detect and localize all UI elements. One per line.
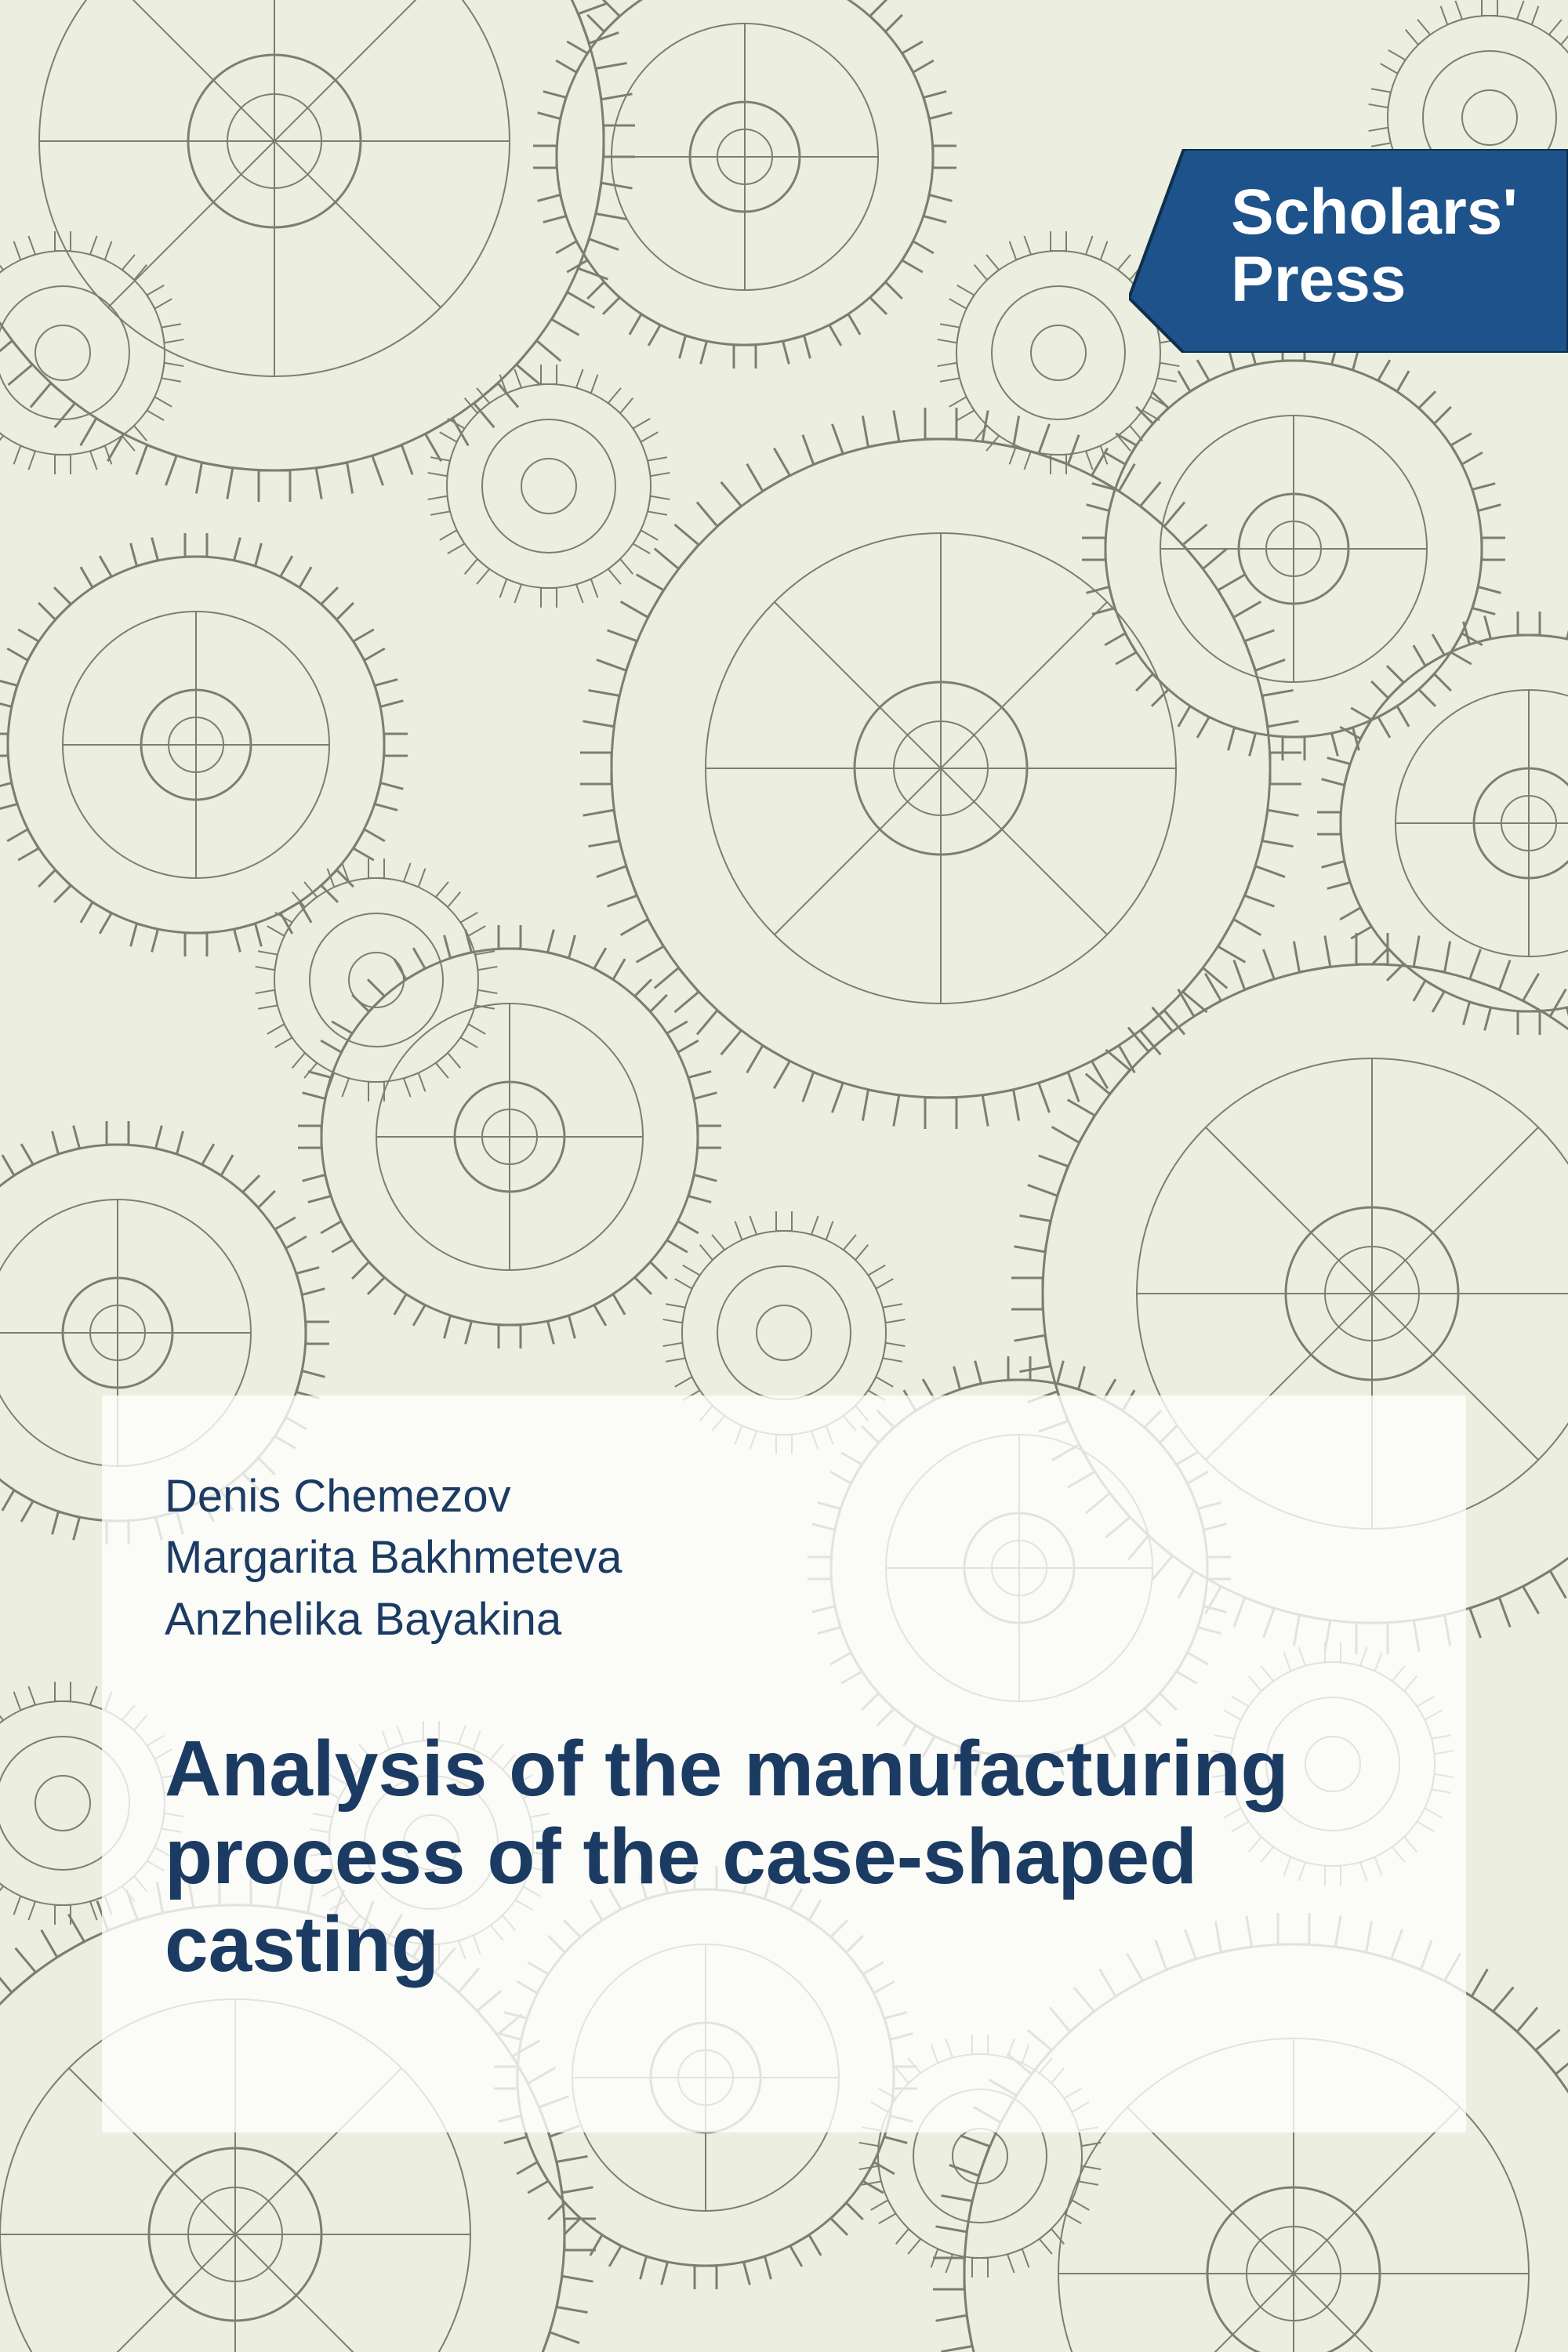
book-cover: Scholars' Press Denis Chemezov Margarita… xyxy=(0,0,1568,2352)
book-title: Analysis of the manufacturing process of… xyxy=(165,1725,1403,1988)
title-panel: Denis Chemezov Margarita Bakhmeteva Anzh… xyxy=(102,1396,1466,2132)
publisher-badge: Scholars' Press xyxy=(1129,149,1568,353)
authors: Denis Chemezov Margarita Bakhmeteva Anzh… xyxy=(165,1466,1403,1650)
publisher-name: Scholars' Press xyxy=(1231,179,1518,314)
